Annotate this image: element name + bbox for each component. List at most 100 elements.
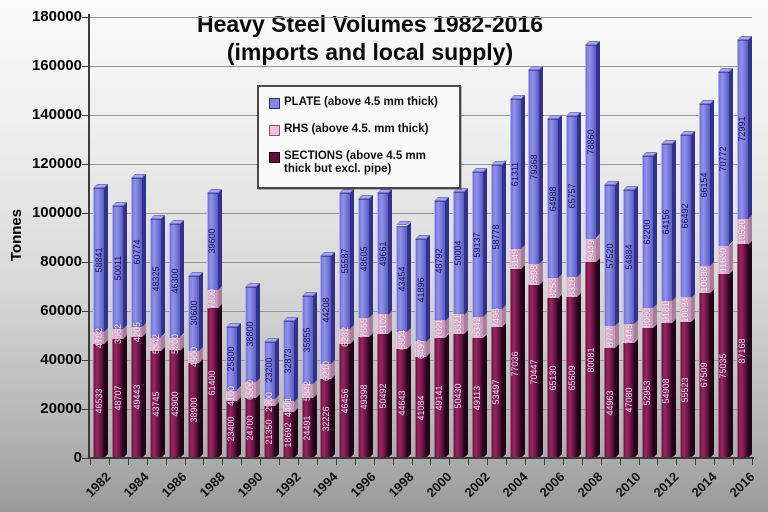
x-axis-tick-mark [279,459,281,465]
bar-segment-sections [660,323,672,458]
bar-label-rhs: 4205 [131,321,142,342]
bar-segment-plate [244,286,256,382]
bar-side-plate [747,35,752,219]
y-tick-label: 140000 [31,106,82,123]
bar-label-plate: 23200 [264,357,275,383]
bar-side-sections [652,324,657,458]
rhs-legend-marker-icon [269,124,280,136]
bar-label-sections: 77036 [510,351,521,377]
x-tick-label: 2012 [650,469,682,501]
x-axis-tick-mark [298,459,300,465]
bar-label-plate: 35855 [302,327,312,353]
legend-item-rhs: RHS (above 4.5. mm thick) [269,123,451,137]
legend: PLATE (above 4.5 mm thick) RHS (above 4.… [257,85,461,190]
bar-side-rhs [482,313,487,338]
bar-segment-plate [93,188,105,333]
bar-segment-sections [131,336,143,458]
bar-label-sections: 49443 [131,384,142,410]
stacked-bar-2006 [547,114,563,458]
bar-label-plate: 66492 [680,203,691,229]
bar-side-sections [728,270,733,458]
x-axis-tick-mark [354,459,356,465]
bar-side-plate [690,130,695,298]
bar-segment-sections [623,342,635,458]
bar-label-plate: 72991 [737,116,748,142]
bar-side-sections [104,339,109,458]
x-axis-tick-mark [506,459,508,465]
x-axis-tick-mark [316,459,318,465]
bar-label-rhs: 8698 [528,264,539,285]
legend-item-plate: PLATE (above 4.5 mm thick) [269,96,451,110]
legend-item-sections: SECTIONS (above 4.5 mm thick but excl. p… [269,150,451,178]
x-tick-label: 1990 [234,469,266,501]
bar-label-rhs: 8318 [566,277,577,298]
bar-label-sections: 49113 [472,385,483,411]
bar-segment-rhs [169,337,181,351]
bar-label-rhs: 7495 [491,307,502,328]
x-axis-tick-mark [487,459,489,465]
bar-side-plate [501,160,506,309]
bar-label-plate: 44208 [320,297,331,323]
bar-label-rhs: 11630 [718,247,729,273]
stacked-bar-2008 [585,41,601,458]
x-axis-tick-mark [449,459,451,465]
bar-label-sections: 80081 [585,347,596,373]
bar-segment-plate [415,238,426,342]
bar-segment-plate [358,199,370,319]
y-axis-tick-mark [82,262,88,263]
bar-label-rhs: 5342 [150,334,161,355]
bar-label-sections: 48707 [112,385,123,411]
stacked-bar-2005 [528,65,544,458]
bar-segment-plate [225,327,237,391]
bar-segment-sections [641,328,653,458]
bar-segment-rhs [641,308,653,329]
stacked-bar-1989 [225,323,241,458]
chart-title-line2: (imports and local supply) [226,39,514,66]
x-tick-label: 2002 [461,469,493,501]
bar-segment-rhs [301,383,313,398]
bar-label-plate: 64988 [547,186,558,212]
bar-label-sections: 43745 [150,391,161,417]
bar-segment-plate [433,200,445,321]
bar-label-rhs: 3962 [112,323,123,344]
x-tick-label: 1984 [120,469,152,501]
bar-segment-rhs [93,332,105,344]
x-axis-tick-mark [733,459,735,465]
stacked-bar-2009 [604,181,620,458]
bar-label-sections: 49398 [358,384,369,410]
stacked-bar-2013 [679,130,695,458]
stacked-bar-1994 [320,251,336,458]
bar-segment-sections [415,357,426,458]
bar-segment-sections [490,326,502,458]
x-axis-tick-mark [676,459,678,465]
gridline [90,17,752,18]
y-axis-tick-mark [82,311,88,312]
bar-segment-sections [188,362,200,458]
bar-side-plate [217,188,222,290]
bar-segment-plate [736,39,748,219]
bar-label-rhs: 6804 [396,330,407,351]
bar-label-plate: 48325 [150,266,161,292]
bar-side-plate [444,196,449,321]
bar-label-rhs: 5200 [169,334,180,355]
bar-segment-plate [320,255,332,364]
bar-side-sections [444,333,449,458]
bar-segment-plate [282,320,294,402]
bar-label-plate: 48605 [358,246,369,272]
bar-segment-plate [528,69,540,265]
bar-label-rhs: 6500 [245,379,256,400]
y-tick-label: 180000 [31,8,82,25]
bar-label-plate: 39600 [207,228,218,254]
bar-side-rhs [671,296,676,324]
x-axis-tick-mark [184,459,186,465]
x-tick-label: 2008 [574,469,606,501]
bar-label-sections: 43900 [169,391,180,417]
bar-label-plate: 50011 [112,255,123,280]
bar-side-sections [520,265,525,458]
bar-label-plate: 58841 [93,247,104,273]
stacked-bar-1988 [206,188,222,458]
x-tick-label: 2006 [536,469,568,501]
bar-label-rhs: 8253 [547,278,558,299]
stacked-bar-2011 [641,152,657,458]
